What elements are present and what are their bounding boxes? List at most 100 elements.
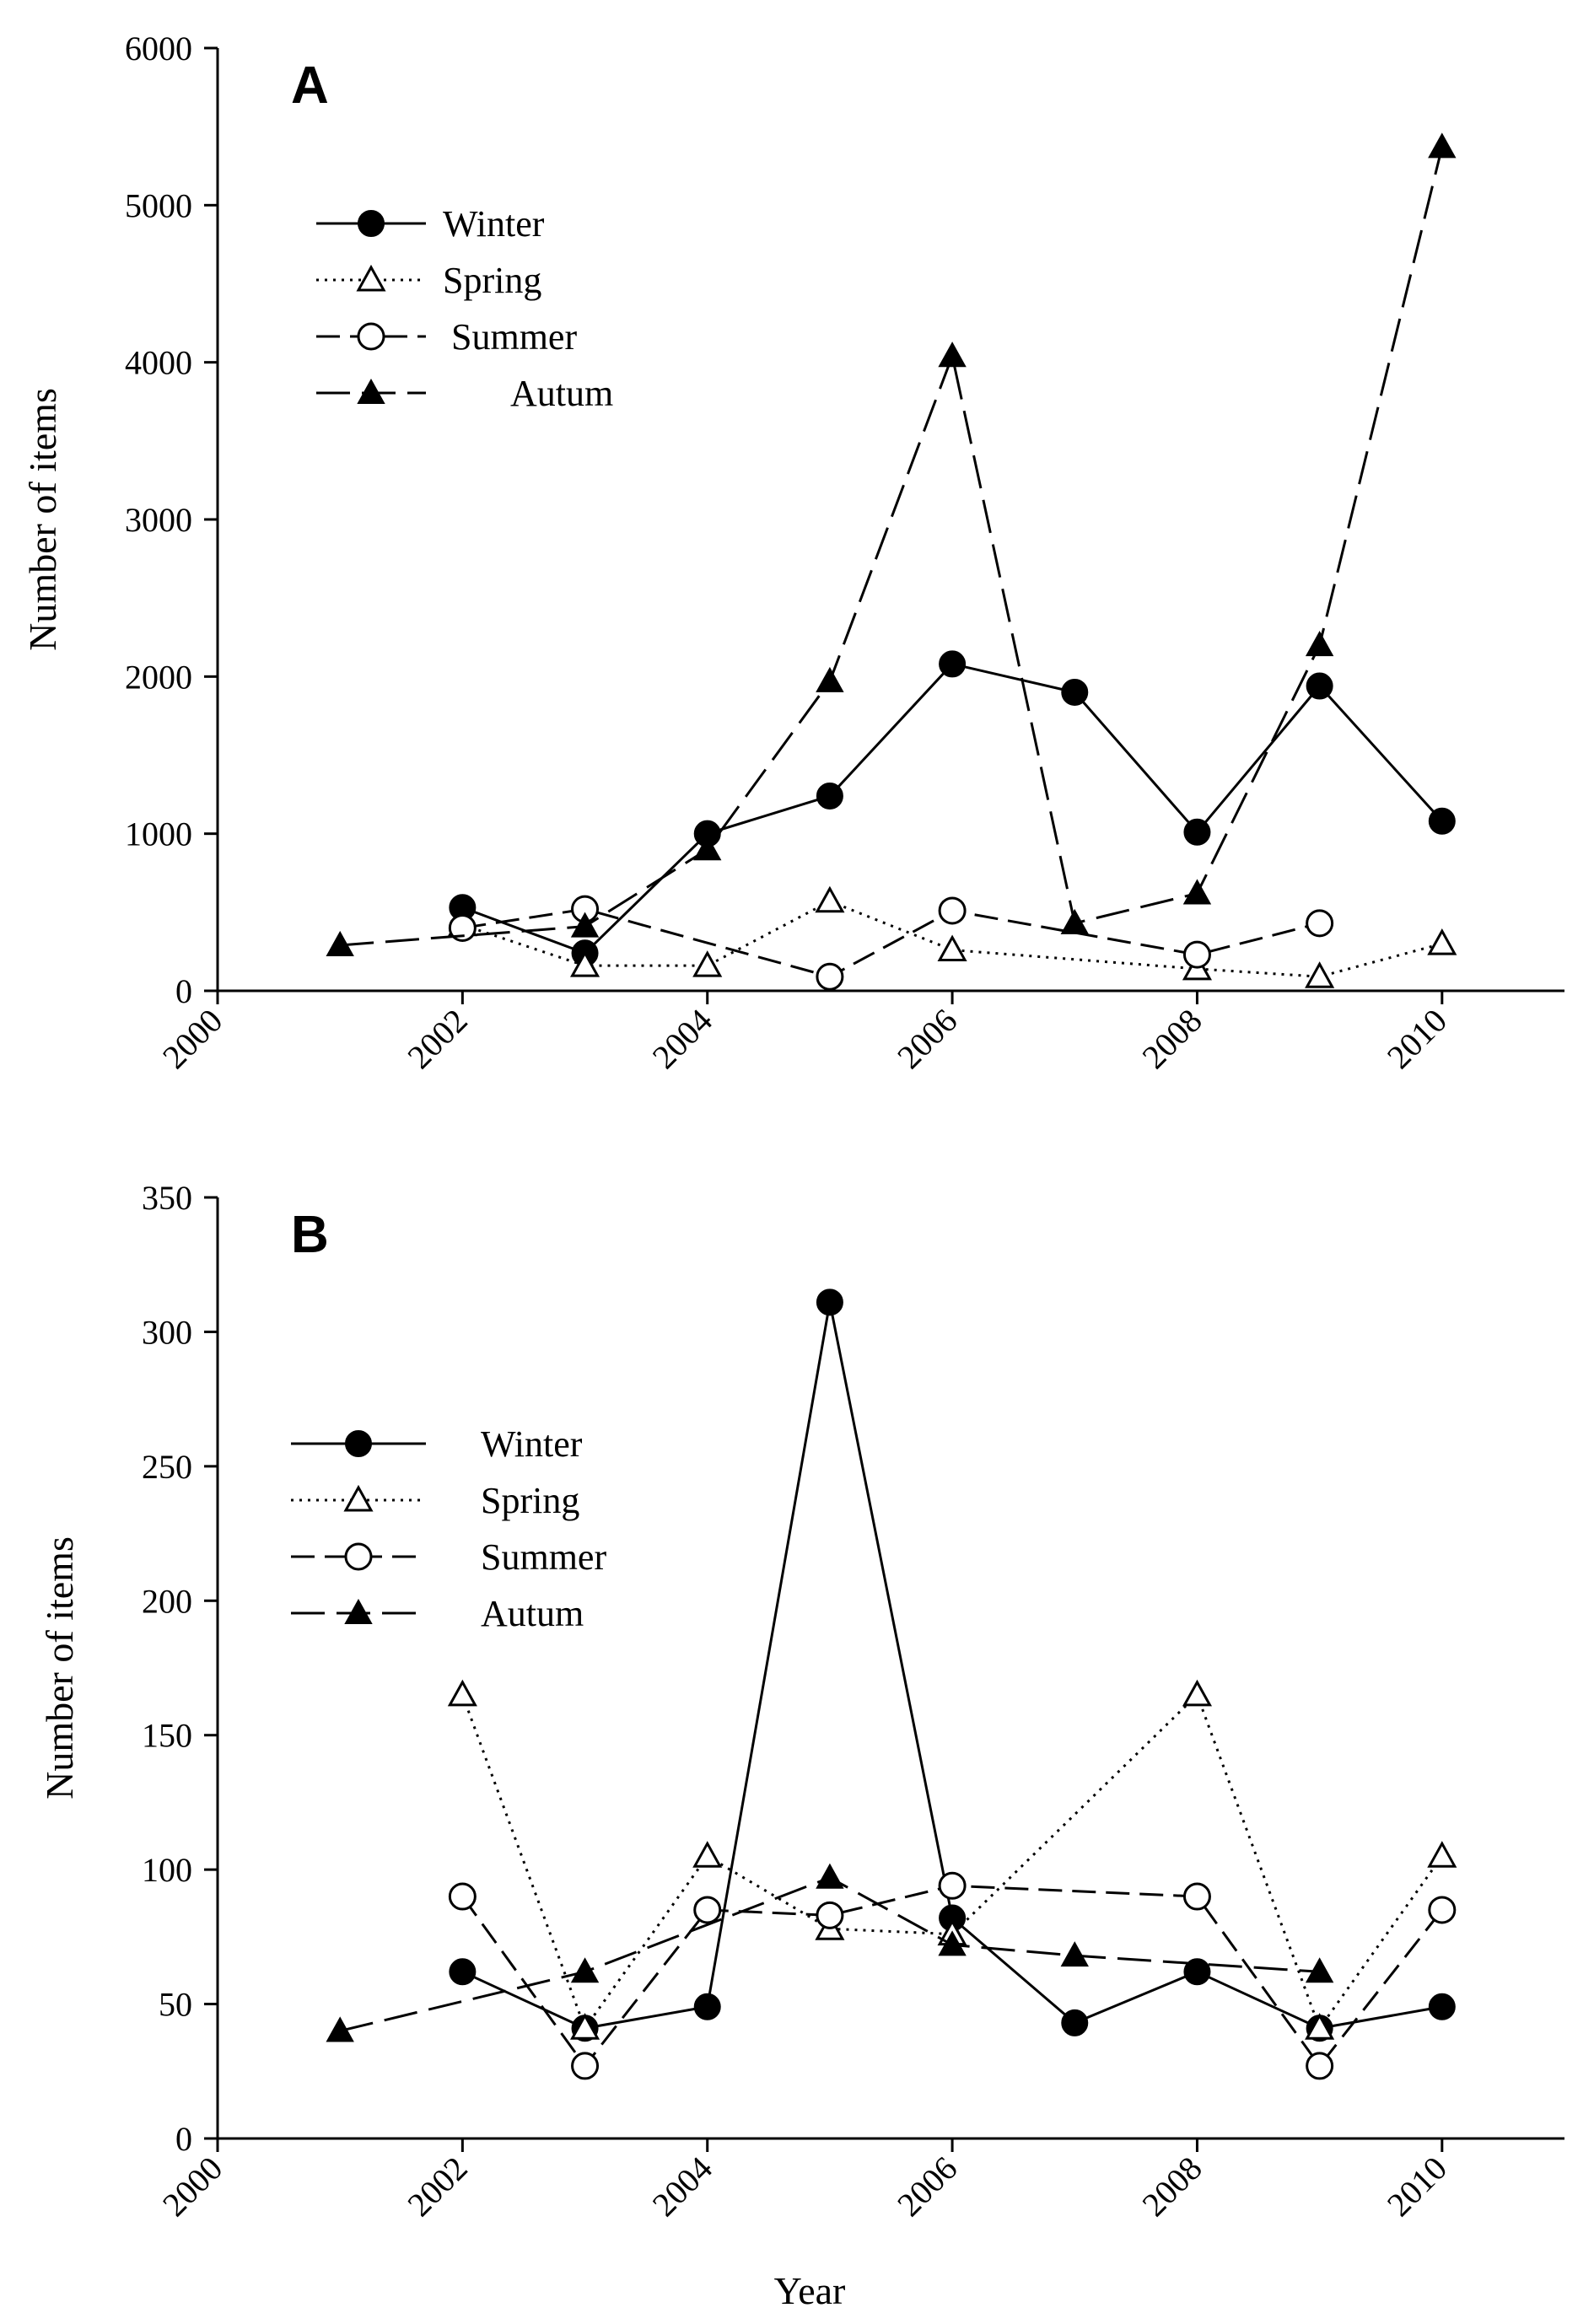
data-point — [447, 1679, 477, 1707]
series-autum — [326, 1863, 1334, 2042]
legend-label: Summer — [481, 1536, 606, 1578]
legend-label: Autum — [481, 1593, 584, 1634]
y-tick-label: 6000 — [125, 30, 192, 67]
legend-label: Spring — [481, 1480, 579, 1521]
data-point — [938, 1871, 967, 1900]
y-tick-label: 100 — [142, 1851, 192, 1889]
data-point — [938, 342, 967, 368]
panel-a: 0 1000 2000 3000 4000 5000 6000 2000 2002 2004 200… — [21, 30, 1564, 1076]
legend-marker — [344, 1598, 373, 1624]
data-point — [1183, 1958, 1211, 1986]
data-point — [1305, 631, 1334, 657]
x-tick-label: 2004 — [645, 2149, 719, 2224]
data-point — [816, 1863, 844, 1889]
data-point — [571, 2052, 600, 2080]
data-point — [569, 2013, 600, 2040]
y-tick-label: 3000 — [125, 501, 192, 539]
panel-b: 0 50 100 150 200 250 300 350 2000 2002 2004 2006 200… — [38, 1179, 1564, 2224]
legend-label: Summer — [451, 316, 577, 358]
y-tick-label: 300 — [142, 1313, 192, 1351]
data-point — [693, 1993, 721, 2020]
data-point — [1306, 909, 1334, 938]
x-tick-label: 2002 — [400, 2149, 474, 2224]
series-line — [340, 147, 1444, 947]
y-tick-label: 350 — [142, 1179, 192, 1217]
x-tick-label: 2008 — [1134, 2149, 1209, 2224]
data-point — [938, 1930, 967, 1956]
legend: Winter Spring Summer Autum — [316, 203, 613, 414]
series-line — [462, 907, 1321, 978]
y-tick-label: 0 — [175, 972, 192, 1010]
panel-label: B — [291, 1206, 329, 1264]
series-winter — [449, 650, 1456, 967]
legend: Winter Spring Summer Autum — [291, 1423, 606, 1634]
data-point — [1306, 672, 1333, 700]
data-point — [938, 896, 967, 925]
data-point — [1305, 1957, 1334, 1983]
data-point — [1060, 1941, 1089, 1967]
data-point — [1428, 1896, 1457, 1924]
x-tick-label: 2000 — [155, 1002, 229, 1076]
legend-label: Autum — [510, 373, 613, 414]
y-tick-label: 4000 — [125, 344, 192, 382]
data-point — [1182, 1882, 1211, 1911]
data-point — [816, 1288, 843, 1316]
y-tick-label: 5000 — [125, 186, 192, 224]
legend-marker — [343, 1484, 374, 1512]
data-point — [1427, 928, 1457, 955]
legend-marker — [357, 378, 385, 404]
x-tick-label: 2006 — [890, 2149, 964, 2224]
legend-label: Winter — [481, 1423, 583, 1465]
y-tick-label: 50 — [159, 1986, 192, 2024]
x-tick-label: 2004 — [645, 1002, 719, 1076]
data-point — [570, 912, 600, 938]
y-tick-label: 200 — [142, 1582, 192, 1620]
series-line — [461, 1884, 1443, 2068]
legend-marker — [345, 1430, 372, 1457]
x-tick-label: 2008 — [1134, 1002, 1209, 1076]
data-point — [326, 930, 354, 956]
data-point — [816, 666, 844, 692]
series-line — [339, 1876, 1320, 2032]
series-autum — [326, 132, 1457, 956]
y-axis-title: Number of items — [38, 1536, 81, 1799]
x-tick-label: 2006 — [890, 1002, 964, 1076]
data-point — [693, 1896, 722, 1924]
series-spring — [447, 1679, 1457, 2040]
x-tick-label: 2010 — [1380, 1002, 1454, 1076]
legend-marker — [358, 210, 385, 237]
data-point — [815, 885, 845, 913]
x-axis-title: Year — [774, 2269, 846, 2312]
data-point — [1305, 961, 1335, 988]
data-point — [692, 1841, 723, 1868]
legend-marker — [356, 264, 386, 292]
data-point — [1182, 879, 1212, 905]
panel-label: A — [291, 56, 329, 115]
data-point — [693, 835, 722, 861]
data-point — [816, 1901, 844, 1929]
data-point — [1183, 818, 1211, 846]
series-summer — [448, 895, 1334, 991]
legend-marker — [344, 1542, 373, 1571]
x-tick-label: 2010 — [1380, 2149, 1454, 2224]
legend-label: Winter — [443, 203, 545, 245]
data-point — [1427, 1841, 1457, 1868]
data-point — [1182, 1679, 1213, 1707]
y-tick-label: 1000 — [125, 815, 192, 853]
data-point — [326, 2016, 354, 2042]
series-line — [461, 900, 1443, 978]
data-point — [1306, 2052, 1334, 2080]
data-point — [448, 913, 477, 942]
data-point — [1428, 132, 1457, 159]
legend-marker — [357, 322, 385, 351]
x-tick-label: 2002 — [400, 1002, 474, 1076]
y-tick-label: 150 — [142, 1717, 192, 1755]
data-point — [1060, 908, 1089, 934]
data-point — [816, 962, 844, 991]
y-tick-label: 0 — [175, 2120, 192, 2158]
data-point — [1428, 807, 1456, 835]
data-point — [448, 1882, 477, 1911]
x-tick-label: 2000 — [155, 2149, 229, 2224]
series-line — [460, 1693, 1444, 2030]
